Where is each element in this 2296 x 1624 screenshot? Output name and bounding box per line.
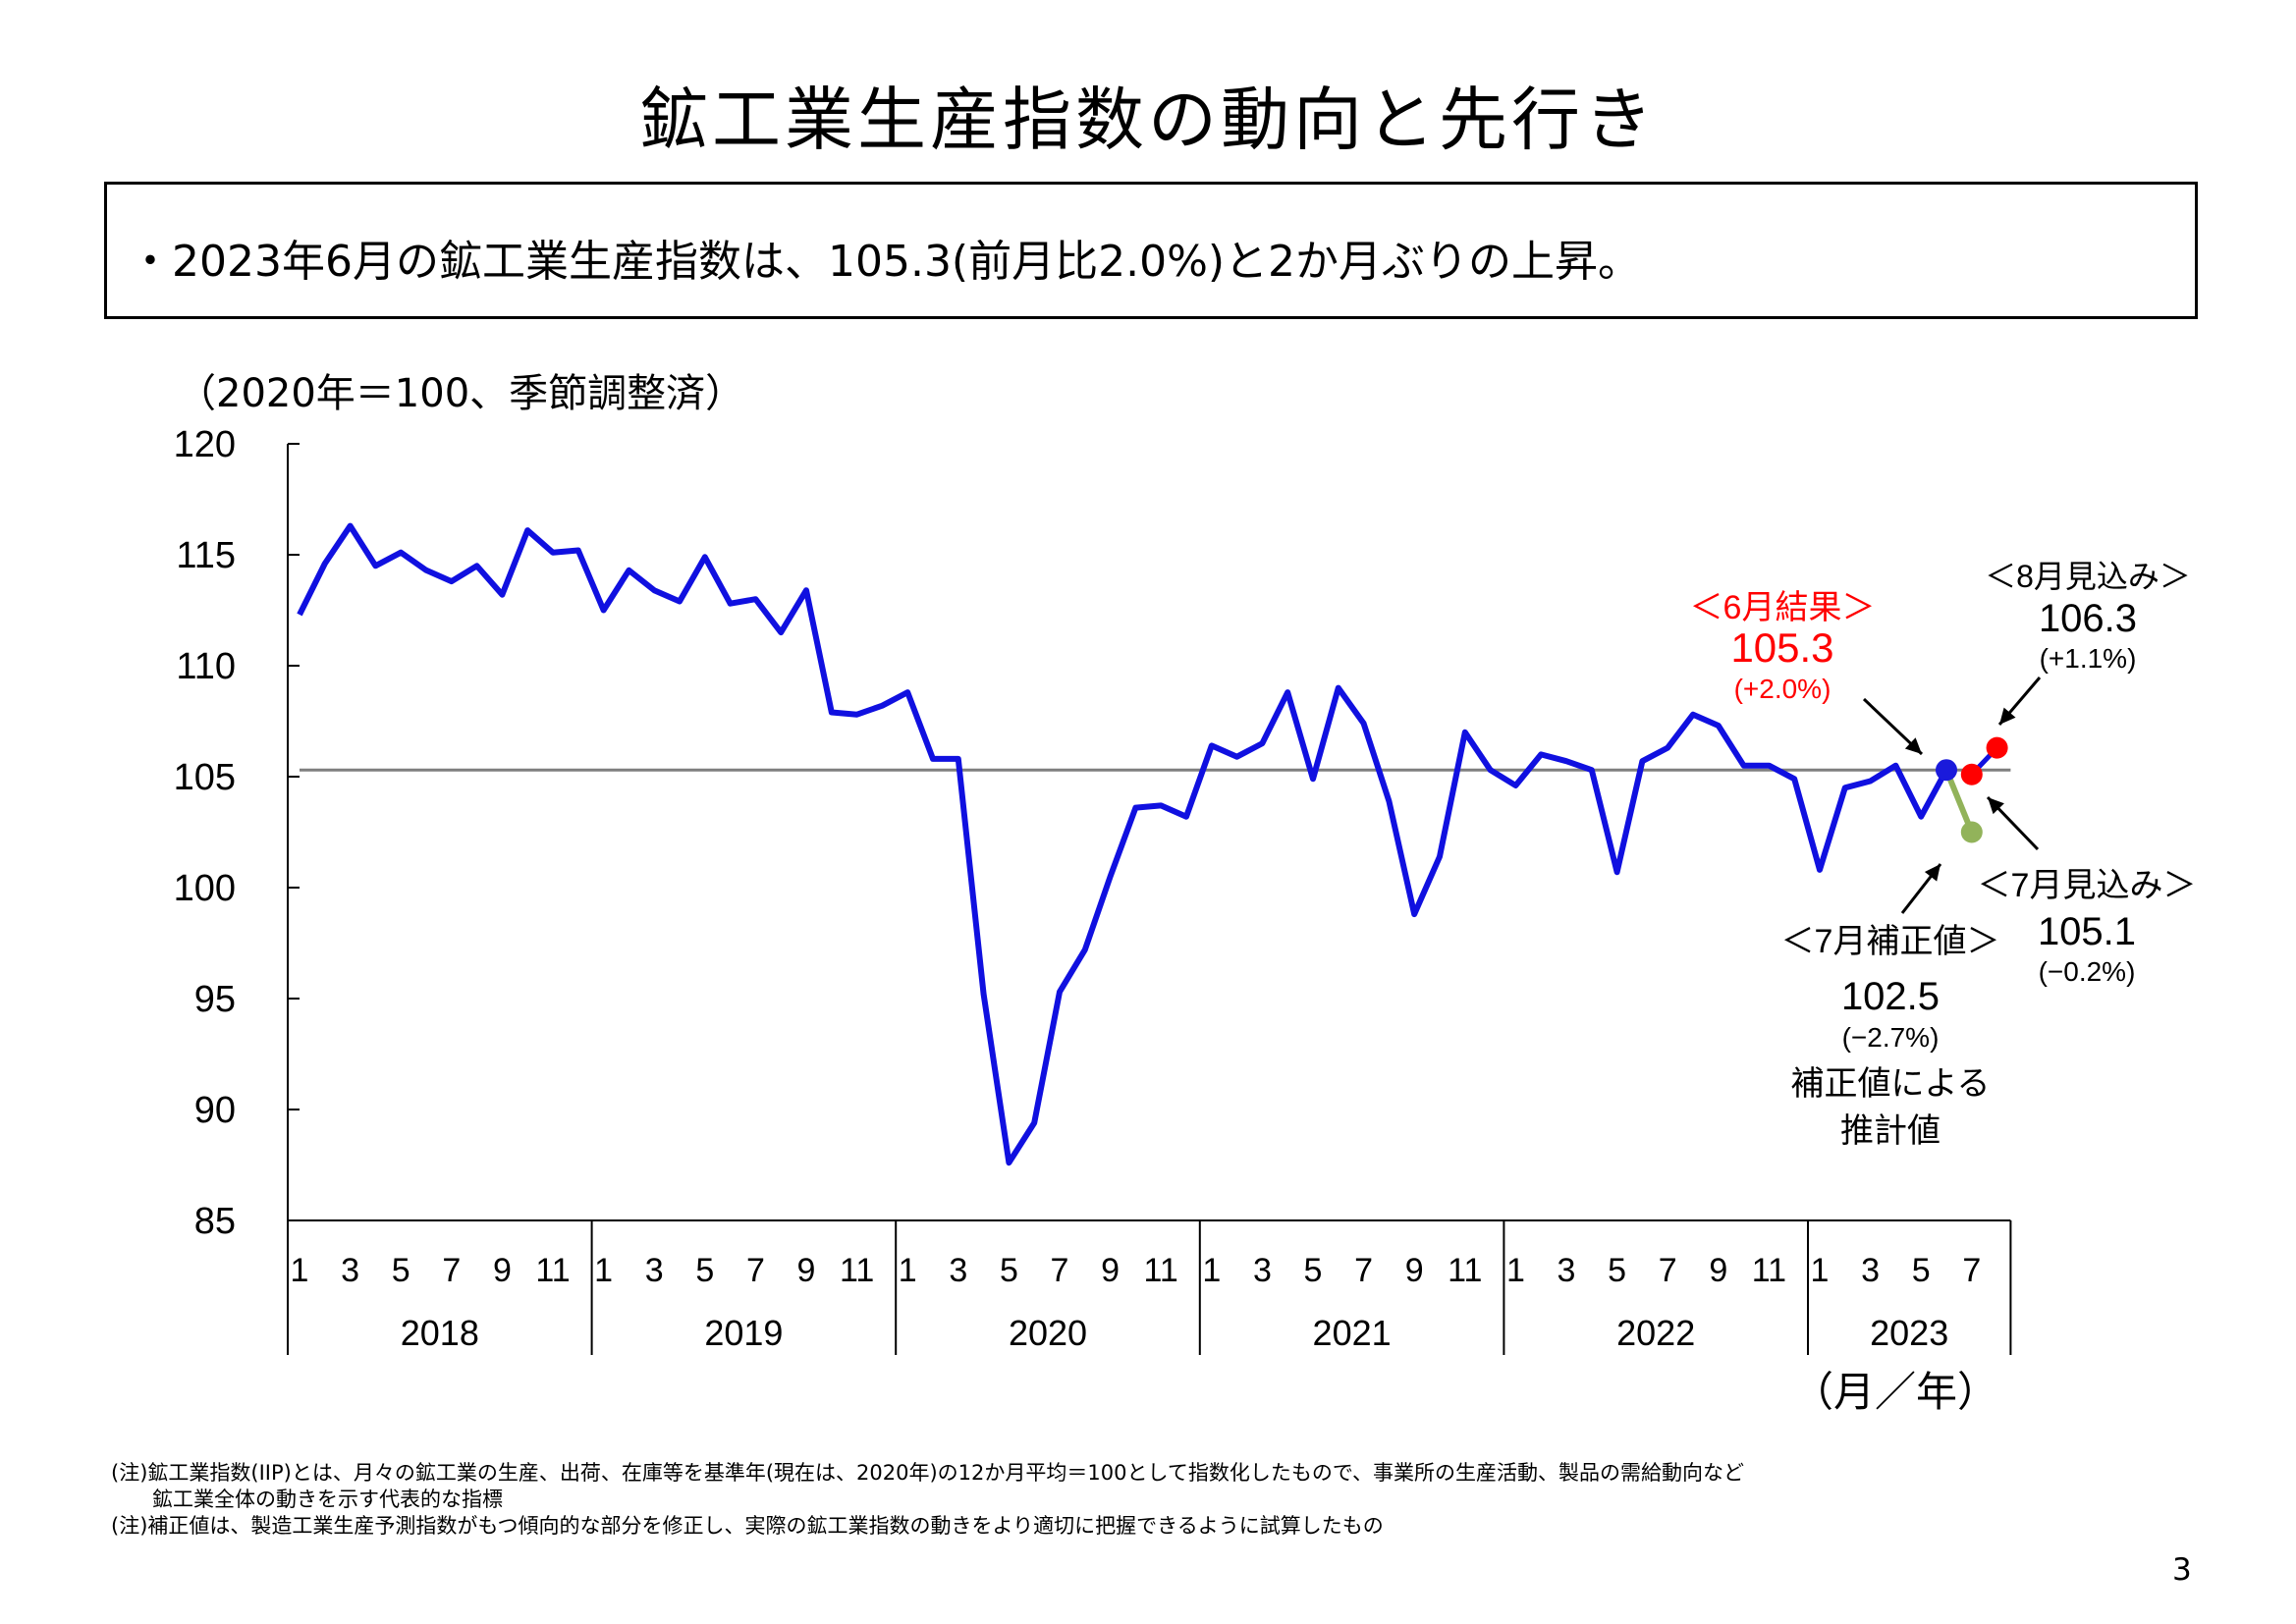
august-forecast-marker <box>1986 736 2008 759</box>
y-tick-label: 110 <box>176 646 236 687</box>
x-year-label: 2023 <box>1870 1313 1948 1353</box>
y-tick-label: 115 <box>176 535 236 576</box>
july-forecast-marker <box>1960 763 1983 785</box>
x-month-label: 7 <box>442 1252 461 1289</box>
july-forecast-heading: ＜7月見込み＞ <box>1978 867 2197 904</box>
x-month-label: 5 <box>695 1252 714 1289</box>
x-month-label: 3 <box>1253 1252 1272 1289</box>
y-axis: 85 90 95 100 105 110 115 120 <box>174 424 300 1242</box>
july-forecast-arrow <box>1986 795 2040 851</box>
june-result-marker <box>1936 759 1957 782</box>
x-year-label: 2021 <box>1313 1313 1392 1353</box>
x-month-label: 9 <box>1101 1252 1120 1289</box>
x-month-label: 3 <box>1558 1252 1576 1289</box>
x-month-label: 11 <box>1448 1252 1482 1289</box>
projection-markers <box>1936 736 2008 843</box>
footnote-1-continued: 鉱工業全体の動きを示す代表的な指標 <box>111 1488 503 1511</box>
x-year-label: 2020 <box>1009 1313 1087 1353</box>
x-month-label: 7 <box>1962 1252 1981 1289</box>
august-forecast-value: 106.3 <box>2039 597 2137 640</box>
corrected-projection-line <box>1943 769 1975 834</box>
x-month-label: 1 <box>1506 1252 1525 1289</box>
x-month-label: 11 <box>1144 1252 1178 1289</box>
y-tick-label: 120 <box>174 424 236 465</box>
x-year-label: 2022 <box>1616 1313 1695 1353</box>
july-corrected-heading: ＜7月補正値＞ <box>1781 923 2000 960</box>
x-month-label: 1 <box>594 1252 613 1289</box>
x-year-label: 2019 <box>704 1313 783 1353</box>
x-month-label: 11 <box>535 1252 570 1289</box>
x-month-label: 5 <box>392 1252 410 1289</box>
x-month-label: 3 <box>645 1252 664 1289</box>
august-forecast-change: (+1.1%) <box>2040 643 2137 674</box>
august-forecast-heading: ＜8月見込み＞ <box>1985 559 2191 594</box>
y-tick-label: 100 <box>174 868 236 909</box>
y-tick-label: 95 <box>194 979 236 1020</box>
x-month-label: 9 <box>493 1252 512 1289</box>
footnote-1: (注)鉱工業指数(IIP)とは、月々の鉱工業の生産、出荷、在庫等を基準年(現在は… <box>111 1461 1744 1485</box>
x-month-label: 9 <box>1405 1252 1424 1289</box>
x-month-label: 3 <box>341 1252 359 1289</box>
y-axis-unit-label: （2020年＝100、季節調整済） <box>177 371 745 416</box>
production-index-series <box>297 522 1949 1166</box>
june-result-arrow <box>1862 697 1924 756</box>
august-forecast-arrow <box>1997 677 2042 726</box>
summary-box: ・2023年6月の鉱工業生産指数は、105.3(前月比2.0%)と2か月ぶりの上… <box>104 182 2198 319</box>
projection-annotations: ＜6月結果＞105.3(+2.0%) ＜8月見込み＞106.3(+1.1%) ＜7月… <box>1690 559 2197 1150</box>
x-month-label: 5 <box>1304 1252 1323 1289</box>
x-month-label: 5 <box>1912 1252 1931 1289</box>
x-month-label: 9 <box>797 1252 816 1289</box>
page-number: 3 <box>2172 1552 2192 1588</box>
july-corrected-change: (−2.7%) <box>1842 1022 1940 1053</box>
x-month-label: 11 <box>840 1252 874 1289</box>
june-result-value: 105.3 <box>1730 624 1833 671</box>
x-month-label: 1 <box>291 1252 309 1289</box>
x-month-label: 9 <box>1709 1252 1727 1289</box>
x-axis-unit-label: （月／年） <box>1792 1369 1998 1415</box>
x-year-label: 2018 <box>401 1313 479 1353</box>
x-month-label: 5 <box>1608 1252 1626 1289</box>
arrow-head <box>1904 737 1922 754</box>
y-tick-label: 105 <box>174 757 236 798</box>
y-tick-label: 90 <box>194 1090 236 1131</box>
july-corrected-caption-line1: 補正値による <box>1791 1065 1991 1103</box>
arrow-head <box>1999 707 2016 725</box>
arrow-head <box>1924 864 1941 882</box>
footnote-2: (注)補正値は、製造工業生産予測指数がもつ傾向的な部分を修正し、実際の鉱工業指数… <box>111 1514 1384 1538</box>
july-corrected-caption-line2: 推計値 <box>1840 1112 1941 1150</box>
july-forecast-change: (−0.2%) <box>2039 956 2136 987</box>
x-month-label: 3 <box>1861 1252 1880 1289</box>
july-corrected-marker <box>1960 821 1983 843</box>
july-corrected-arrow <box>1900 863 1942 914</box>
x-month-label: 1 <box>1811 1252 1830 1289</box>
july-forecast-value: 105.1 <box>2038 910 2136 953</box>
y-tick-label: 85 <box>194 1201 236 1242</box>
x-month-label: 11 <box>1752 1252 1786 1289</box>
x-month-label: 3 <box>949 1252 967 1289</box>
arrow-head <box>1988 797 2004 815</box>
series-line <box>297 522 1949 1166</box>
summary-text: ・2023年6月の鉱工業生産指数は、105.3(前月比2.0%)と2か月ぶりの上… <box>129 237 1642 287</box>
july-corrected-value: 102.5 <box>1841 975 1940 1018</box>
x-month-label: 7 <box>746 1252 765 1289</box>
june-result-change: (+2.0%) <box>1734 674 1831 704</box>
x-month-label: 5 <box>1000 1252 1018 1289</box>
x-month-label: 7 <box>1659 1252 1677 1289</box>
x-month-label: 1 <box>1202 1252 1221 1289</box>
x-month-label: 1 <box>899 1252 917 1289</box>
x-month-label: 7 <box>1051 1252 1069 1289</box>
x-month-label: 7 <box>1354 1252 1373 1289</box>
june-result-heading: ＜6月結果＞ <box>1690 589 1876 626</box>
page-title: 鉱工業生産指数の動向と先行き <box>639 80 1657 160</box>
chart-frame <box>287 444 2011 1221</box>
